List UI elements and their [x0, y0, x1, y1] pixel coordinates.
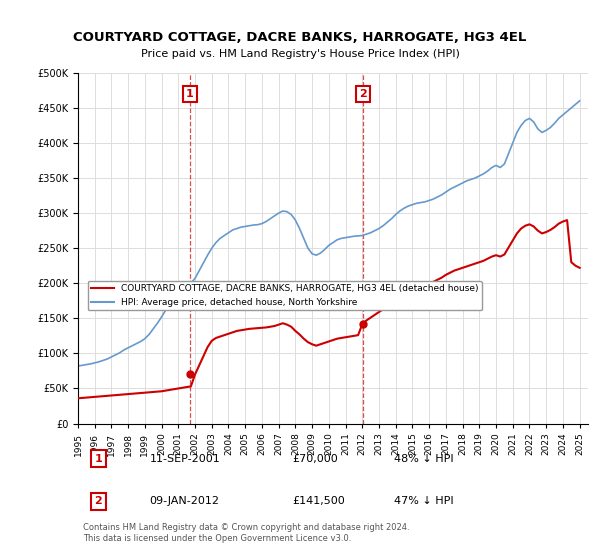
Text: 2: 2	[95, 496, 102, 506]
Text: 11-SEP-2001: 11-SEP-2001	[149, 454, 220, 464]
Text: 1: 1	[95, 454, 102, 464]
Text: 09-JAN-2012: 09-JAN-2012	[149, 496, 220, 506]
Text: 1: 1	[186, 89, 194, 99]
Text: COURTYARD COTTAGE, DACRE BANKS, HARROGATE, HG3 4EL: COURTYARD COTTAGE, DACRE BANKS, HARROGAT…	[73, 31, 527, 44]
Text: £70,000: £70,000	[292, 454, 338, 464]
Text: 2: 2	[359, 89, 367, 99]
Text: 48% ↓ HPI: 48% ↓ HPI	[394, 454, 454, 464]
Legend: COURTYARD COTTAGE, DACRE BANKS, HARROGATE, HG3 4EL (detached house), HPI: Averag: COURTYARD COTTAGE, DACRE BANKS, HARROGAT…	[88, 281, 482, 310]
Text: Contains HM Land Registry data © Crown copyright and database right 2024.
This d: Contains HM Land Registry data © Crown c…	[83, 523, 410, 543]
Text: 47% ↓ HPI: 47% ↓ HPI	[394, 496, 454, 506]
Text: Price paid vs. HM Land Registry's House Price Index (HPI): Price paid vs. HM Land Registry's House …	[140, 49, 460, 59]
Text: £141,500: £141,500	[292, 496, 345, 506]
